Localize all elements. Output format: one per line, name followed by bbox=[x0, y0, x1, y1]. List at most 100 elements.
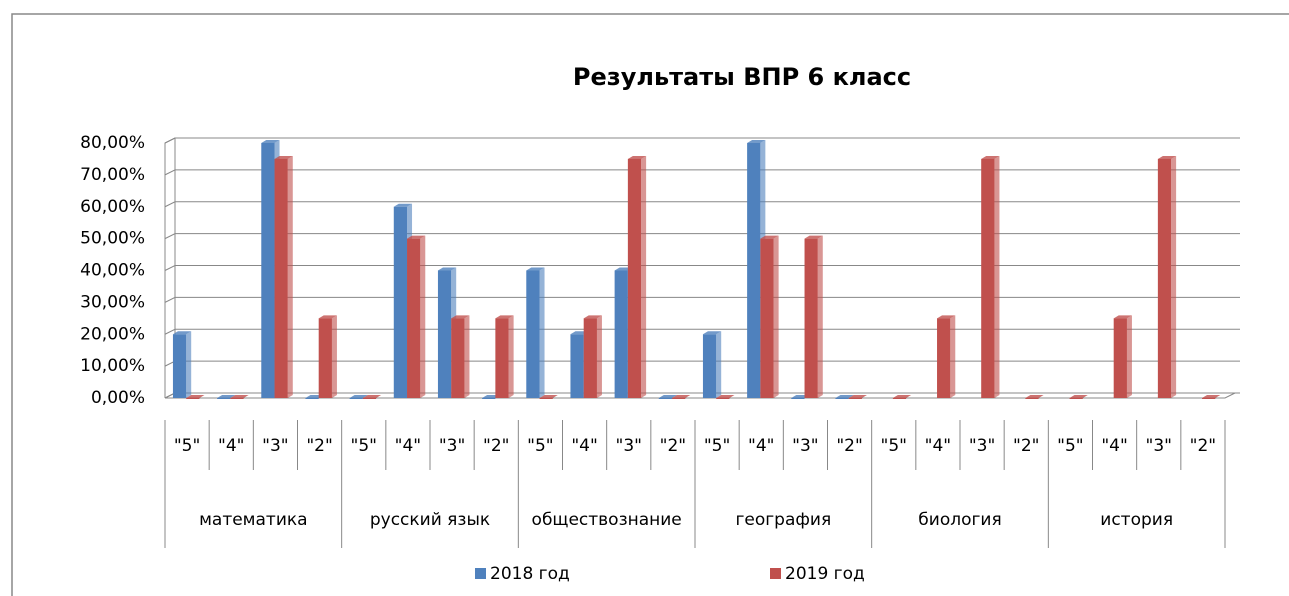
bar-top bbox=[451, 315, 470, 319]
x-tick-label: "4" bbox=[748, 436, 774, 456]
bar-top bbox=[716, 395, 735, 398]
y-tick-label: 0,00% bbox=[91, 388, 145, 408]
bar bbox=[804, 238, 818, 398]
bar bbox=[1157, 158, 1172, 398]
legend-swatch bbox=[475, 568, 486, 579]
y-tick-label: 80,00% bbox=[80, 133, 145, 153]
x-tick-label: "4" bbox=[1101, 436, 1127, 456]
x-tick-label: "2" bbox=[1190, 436, 1216, 456]
bar-top bbox=[230, 395, 249, 398]
x-tick-label: "5" bbox=[881, 436, 907, 456]
x-tick-label: "2" bbox=[483, 436, 509, 456]
bar bbox=[570, 334, 584, 398]
bar-side bbox=[716, 331, 722, 398]
bar bbox=[349, 398, 363, 399]
x-tick-label: "2" bbox=[660, 436, 686, 456]
grid-line bbox=[164, 265, 1240, 271]
bar-top bbox=[349, 395, 368, 398]
bar-top bbox=[1157, 155, 1177, 159]
bar bbox=[437, 270, 452, 398]
bar bbox=[1113, 318, 1127, 398]
bar-side bbox=[539, 267, 545, 398]
bar bbox=[393, 206, 408, 398]
bar-side bbox=[773, 235, 779, 398]
x-tick-label: "3" bbox=[969, 436, 995, 456]
x-tick-label: "3" bbox=[1146, 436, 1172, 456]
y-tick-label: 60,00% bbox=[80, 197, 145, 217]
legend-label: 2018 год bbox=[490, 564, 570, 584]
grid-line bbox=[164, 296, 1240, 303]
grid-line bbox=[164, 169, 1240, 176]
bar-top bbox=[1069, 395, 1088, 398]
bar-top bbox=[437, 267, 457, 271]
bar bbox=[672, 398, 686, 399]
bar-top bbox=[1202, 395, 1221, 398]
bar-side bbox=[950, 315, 956, 398]
bar bbox=[1202, 398, 1216, 399]
bar bbox=[407, 238, 421, 398]
x-tick-label: "5" bbox=[704, 436, 730, 456]
bar-side bbox=[817, 235, 823, 398]
bar-top bbox=[981, 155, 1000, 159]
bar-top bbox=[526, 267, 545, 271]
bar-top bbox=[627, 155, 647, 159]
x-tick-label: "3" bbox=[616, 436, 642, 456]
group-label: математика bbox=[199, 510, 307, 530]
bar bbox=[186, 398, 200, 399]
bar-side bbox=[1171, 155, 1177, 398]
bar bbox=[658, 398, 673, 399]
legend-swatch bbox=[770, 568, 781, 579]
bar bbox=[362, 398, 377, 399]
bar bbox=[539, 398, 553, 399]
bar bbox=[1025, 398, 1039, 399]
bar-top bbox=[1113, 315, 1132, 319]
x-tick-label: "3" bbox=[262, 436, 288, 456]
bar-top bbox=[892, 395, 912, 398]
bar bbox=[1069, 398, 1083, 399]
x-tick-label: "4" bbox=[395, 436, 421, 456]
bar-side bbox=[287, 155, 293, 398]
y-tick-label: 50,00% bbox=[80, 229, 145, 249]
bar-top bbox=[1025, 395, 1044, 398]
group-label: биология bbox=[918, 510, 1001, 530]
grid-line bbox=[164, 201, 1240, 208]
bar-top bbox=[274, 155, 293, 159]
bar-top bbox=[672, 395, 691, 398]
x-tick-label: "3" bbox=[792, 436, 818, 456]
y-tick-label: 10,00% bbox=[80, 356, 145, 376]
x-tick-label: "2" bbox=[306, 436, 332, 456]
bar-top bbox=[362, 395, 382, 398]
bar bbox=[937, 318, 951, 398]
bar-top bbox=[495, 315, 514, 319]
bar-side bbox=[641, 155, 647, 398]
grid-line bbox=[164, 328, 1240, 335]
chart-border bbox=[11, 13, 1289, 596]
y-tick-label: 20,00% bbox=[80, 324, 145, 344]
bar-top bbox=[747, 140, 766, 143]
bar bbox=[791, 398, 805, 399]
bar bbox=[835, 398, 849, 399]
bar bbox=[760, 238, 774, 398]
bar-side bbox=[1126, 315, 1132, 398]
bar bbox=[702, 334, 717, 398]
x-tick-label: "5" bbox=[174, 436, 200, 456]
bar-top bbox=[407, 235, 426, 239]
bar-top bbox=[760, 235, 779, 239]
group-label: обществознание bbox=[532, 510, 682, 530]
y-tick-label: 40,00% bbox=[80, 261, 145, 281]
bar-side bbox=[464, 315, 470, 398]
bar bbox=[981, 158, 995, 398]
bar-side bbox=[596, 315, 602, 398]
bar-side bbox=[994, 155, 1000, 398]
y-tick-label: 70,00% bbox=[80, 165, 145, 185]
group-label: география bbox=[735, 510, 831, 530]
bar-side bbox=[508, 315, 514, 398]
x-tick-label: "2" bbox=[836, 436, 862, 456]
bar bbox=[274, 158, 288, 398]
bar-top bbox=[937, 315, 956, 319]
bar-top bbox=[658, 395, 678, 398]
x-tick-label: "5" bbox=[1057, 436, 1083, 456]
grid-line bbox=[164, 233, 1240, 240]
bar bbox=[305, 398, 319, 399]
